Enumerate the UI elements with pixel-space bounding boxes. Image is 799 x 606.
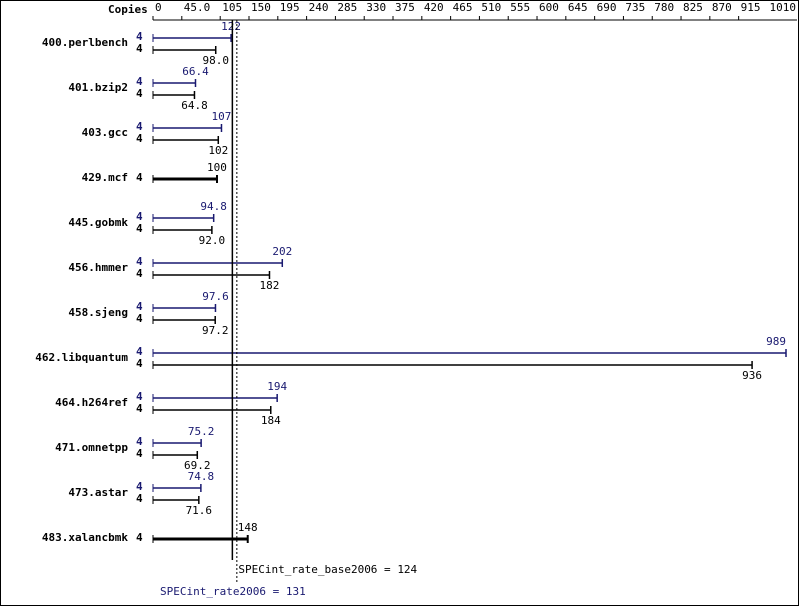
copies-label: 4 bbox=[136, 480, 143, 493]
x-tick-label: 600 bbox=[539, 1, 559, 14]
benchmark-label: 456.hmmer bbox=[68, 261, 128, 274]
benchmark-label: 464.h264ref bbox=[55, 396, 128, 409]
value-label: 75.2 bbox=[188, 425, 215, 438]
copies-label: 4 bbox=[136, 312, 143, 325]
value-label: 69.2 bbox=[184, 459, 211, 472]
x-tick-label: 375 bbox=[395, 1, 415, 14]
copies-label: 4 bbox=[136, 75, 143, 88]
value-label: 97.2 bbox=[202, 324, 229, 337]
x-tick-label: 870 bbox=[712, 1, 732, 14]
copies-label: 4 bbox=[136, 345, 143, 358]
copies-label: 4 bbox=[136, 492, 143, 505]
x-tick-label: 510 bbox=[481, 1, 501, 14]
x-tick-label: 915 bbox=[741, 1, 761, 14]
benchmark-label: 400.perlbench bbox=[42, 36, 128, 49]
x-tick-label: 150 bbox=[251, 1, 271, 14]
value-label: 989 bbox=[766, 335, 786, 348]
copies-label: 4 bbox=[136, 42, 143, 55]
copies-label: 4 bbox=[136, 255, 143, 268]
value-label: 936 bbox=[742, 369, 762, 382]
x-tick-label: 330 bbox=[366, 1, 386, 14]
summary-text: SPECint_rate2006 = 131 bbox=[160, 585, 306, 598]
x-tick-label: 195 bbox=[280, 1, 300, 14]
value-label: 97.6 bbox=[202, 290, 229, 303]
value-label: 74.8 bbox=[188, 470, 215, 483]
summary-name: SPECint_rate2006 = bbox=[160, 585, 280, 598]
value-label: 102 bbox=[208, 144, 228, 157]
x-tick-label: 555 bbox=[510, 1, 530, 14]
x-tick-label: 825 bbox=[683, 1, 703, 14]
value-label: 107 bbox=[212, 110, 232, 123]
benchmark-label: 473.astar bbox=[68, 486, 128, 499]
copies-label: 4 bbox=[136, 120, 143, 133]
value-label: 64.8 bbox=[181, 99, 208, 112]
x-tick-label: 105 bbox=[222, 1, 242, 14]
copies-label: 4 bbox=[136, 171, 143, 184]
copies-label: 4 bbox=[136, 210, 143, 223]
x-tick-label: 240 bbox=[309, 1, 329, 14]
value-label: 71.6 bbox=[186, 504, 213, 517]
value-label: 100 bbox=[207, 161, 227, 174]
copies-label: 4 bbox=[136, 30, 143, 43]
value-label: 92.0 bbox=[199, 234, 226, 247]
copies-label: 4 bbox=[136, 531, 143, 544]
copies-label: 4 bbox=[136, 132, 143, 145]
benchmark-label: 462.libquantum bbox=[35, 351, 128, 364]
benchmark-label: 401.bzip2 bbox=[68, 81, 128, 94]
benchmark-label: 483.xalancbmk bbox=[42, 531, 128, 544]
x-tick-label: 690 bbox=[597, 1, 617, 14]
benchmark-label: 445.gobmk bbox=[68, 216, 128, 229]
value-label: 184 bbox=[261, 414, 281, 427]
copies-label: 4 bbox=[136, 402, 143, 415]
copies-label: 4 bbox=[136, 267, 143, 280]
value-label: 182 bbox=[260, 279, 280, 292]
x-tick-label: 0 bbox=[155, 1, 162, 14]
x-tick-label: 780 bbox=[654, 1, 674, 14]
summary-name: SPECint_rate_base2006 = bbox=[238, 563, 391, 576]
value-label: 94.8 bbox=[200, 200, 227, 213]
value-label: 98.0 bbox=[202, 54, 229, 67]
x-tick-label: 420 bbox=[424, 1, 444, 14]
value-label: 66.4 bbox=[182, 65, 209, 78]
copies-label: 4 bbox=[136, 435, 143, 448]
copies-label: 4 bbox=[136, 357, 143, 370]
copies-label: 4 bbox=[136, 300, 143, 313]
benchmark-label: 403.gcc bbox=[82, 126, 128, 139]
value-label: 202 bbox=[272, 245, 292, 258]
x-tick-label: 1010 bbox=[770, 1, 797, 14]
value-label: 148 bbox=[238, 521, 258, 534]
copies-label: 4 bbox=[136, 87, 143, 100]
copies-label: 4 bbox=[136, 390, 143, 403]
copies-label: 4 bbox=[136, 222, 143, 235]
value-label: 122 bbox=[221, 20, 241, 33]
x-tick-label: 735 bbox=[625, 1, 645, 14]
summary-value: 131 bbox=[286, 585, 306, 598]
copies-label: 4 bbox=[136, 447, 143, 460]
benchmark-label: 458.sjeng bbox=[68, 306, 128, 319]
x-tick-label: 45.0 bbox=[184, 1, 211, 14]
x-tick-label: 645 bbox=[568, 1, 588, 14]
x-tick-label: 465 bbox=[453, 1, 473, 14]
benchmark-label: 429.mcf bbox=[82, 171, 128, 184]
copies-header: Copies bbox=[108, 3, 148, 16]
x-tick-label: 285 bbox=[337, 1, 357, 14]
summary-value: 124 bbox=[397, 563, 417, 576]
summary-text: SPECint_rate_base2006 = 124 bbox=[238, 563, 417, 576]
value-label: 194 bbox=[267, 380, 287, 393]
benchmark-label: 471.omnetpp bbox=[55, 441, 128, 454]
